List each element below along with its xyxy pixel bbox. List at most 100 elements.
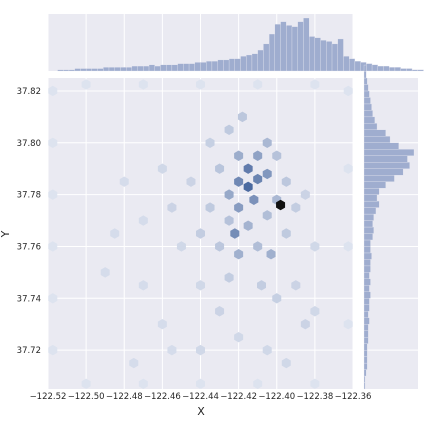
hexbin-cell bbox=[167, 344, 177, 356]
hexbin-cell bbox=[262, 344, 272, 356]
x-marginal-bar bbox=[343, 56, 350, 72]
hexbin-cell bbox=[234, 176, 244, 187]
hexbin-cell bbox=[157, 163, 167, 174]
hexbin-cell bbox=[224, 215, 234, 226]
y-marginal-bar bbox=[363, 246, 371, 254]
x-marginal-bar bbox=[114, 67, 121, 72]
hexbin-cell bbox=[253, 378, 263, 390]
y-tick-label: 37.80 bbox=[17, 139, 41, 149]
hexbin-cell bbox=[138, 79, 148, 90]
hexbin-cell bbox=[110, 228, 120, 239]
y-marginal-bar bbox=[363, 110, 373, 118]
y-tick-label: 37.78 bbox=[17, 191, 41, 201]
x-marginal-bar bbox=[228, 58, 235, 72]
hexbin-cell bbox=[253, 79, 263, 90]
y-marginal-bar bbox=[363, 136, 391, 143]
x-axis-label: X bbox=[197, 405, 205, 418]
y-marginal-bar bbox=[363, 181, 386, 189]
y-marginal-bar bbox=[363, 103, 372, 111]
x-tick-label: −122.36 bbox=[335, 392, 372, 402]
x-marginal-bar bbox=[320, 40, 327, 72]
hexbin-cell bbox=[257, 280, 266, 291]
y-marginal-bar bbox=[363, 77, 368, 85]
hexbin-cell bbox=[243, 163, 253, 174]
y-marginal-bar bbox=[363, 291, 371, 299]
y-marginal-bar bbox=[363, 259, 371, 267]
y-marginal-bar bbox=[363, 330, 369, 338]
x-tick-label: −122.38 bbox=[296, 392, 333, 402]
hexbin-cell bbox=[281, 176, 291, 187]
x-marginal-bar bbox=[377, 65, 384, 72]
hexbin-cell bbox=[262, 210, 272, 221]
x-marginal-bar bbox=[406, 68, 413, 72]
y-marginal-bar bbox=[363, 226, 374, 234]
x-marginal-bar bbox=[389, 67, 396, 72]
x-marginal-bar bbox=[97, 68, 104, 72]
x-tick-label: −122.44 bbox=[182, 392, 219, 402]
hexbin-cell bbox=[310, 241, 320, 252]
y-marginal-bar bbox=[363, 349, 368, 357]
y-marginal-bar bbox=[363, 278, 371, 286]
x-marginal-bar bbox=[200, 62, 207, 72]
hexbin-cell bbox=[310, 306, 320, 317]
hexbin-cell bbox=[310, 79, 320, 90]
hexbin-cell bbox=[100, 267, 110, 278]
x-marginal-bar bbox=[354, 60, 361, 72]
hexbin-cell bbox=[266, 249, 276, 260]
y-marginal-bar bbox=[363, 97, 371, 105]
x-marginal-bar bbox=[74, 68, 81, 72]
hexbin-cell bbox=[205, 202, 215, 213]
y-marginal-bar bbox=[363, 337, 369, 344]
y-marginal-bar bbox=[363, 220, 373, 228]
x-marginal-bar bbox=[206, 60, 213, 72]
x-marginal-bar bbox=[188, 63, 195, 72]
hexbin-cell bbox=[262, 137, 272, 148]
x-marginal-bar bbox=[268, 33, 275, 72]
x-marginal-bar bbox=[160, 64, 167, 72]
x-marginal-bar bbox=[314, 37, 321, 72]
hexbin-cell bbox=[291, 280, 301, 291]
y-marginal-panel bbox=[363, 64, 418, 390]
y-marginal-bar bbox=[363, 168, 404, 176]
hexbin-cell bbox=[237, 111, 247, 123]
joint-panel: −122.52 −122.50 −122.48 −122.46 −122.44 −122.… bbox=[0, 78, 371, 418]
x-marginal-bar bbox=[417, 69, 424, 72]
y-tick-label: 37.74 bbox=[17, 294, 41, 304]
x-marginal-bar bbox=[85, 68, 92, 72]
x-marginal-bar bbox=[331, 43, 338, 72]
y-marginal-bar bbox=[363, 285, 370, 292]
hexbin-cell bbox=[81, 378, 91, 390]
x-tick-label: −122.46 bbox=[144, 392, 181, 402]
x-marginal-bar bbox=[291, 26, 298, 72]
hexbin-cell bbox=[196, 378, 205, 390]
hexbin-cell bbox=[196, 79, 205, 90]
hexbin-cell bbox=[48, 344, 58, 356]
x-marginal-bar bbox=[274, 24, 281, 72]
x-tick-label: −122.52 bbox=[30, 392, 67, 402]
y-tick-label: 37.76 bbox=[17, 242, 41, 252]
x-marginal-bar bbox=[57, 69, 64, 72]
y-marginal-bar bbox=[363, 317, 370, 325]
x-marginal-bar bbox=[309, 36, 316, 72]
hexbin-cell bbox=[234, 202, 244, 213]
hexbin-cell bbox=[262, 168, 272, 180]
y-marginal-bar bbox=[363, 207, 377, 215]
x-marginal-bar bbox=[383, 65, 390, 72]
hexbin-cell bbox=[196, 344, 205, 356]
x-marginal-bar bbox=[297, 21, 304, 72]
hexbin-cell bbox=[196, 280, 205, 291]
x-marginal-bar bbox=[68, 69, 75, 72]
y-axis-label: Y bbox=[0, 230, 12, 238]
x-tick-label: −122.50 bbox=[68, 392, 105, 402]
x-marginal-bar bbox=[211, 60, 218, 72]
hexbin-cell bbox=[224, 124, 234, 136]
x-marginal-bar bbox=[366, 63, 373, 72]
x-tick-labels: −122.52 −122.50 −122.48 −122.46 −122.44 −122.… bbox=[30, 392, 372, 402]
x-marginal-bar bbox=[326, 41, 333, 72]
hexbin-cell bbox=[215, 163, 225, 174]
hexbin-cell bbox=[276, 199, 286, 211]
y-marginal-bar bbox=[363, 298, 370, 305]
hexbin-cell bbox=[138, 215, 148, 226]
y-marginal-bar bbox=[363, 90, 370, 98]
